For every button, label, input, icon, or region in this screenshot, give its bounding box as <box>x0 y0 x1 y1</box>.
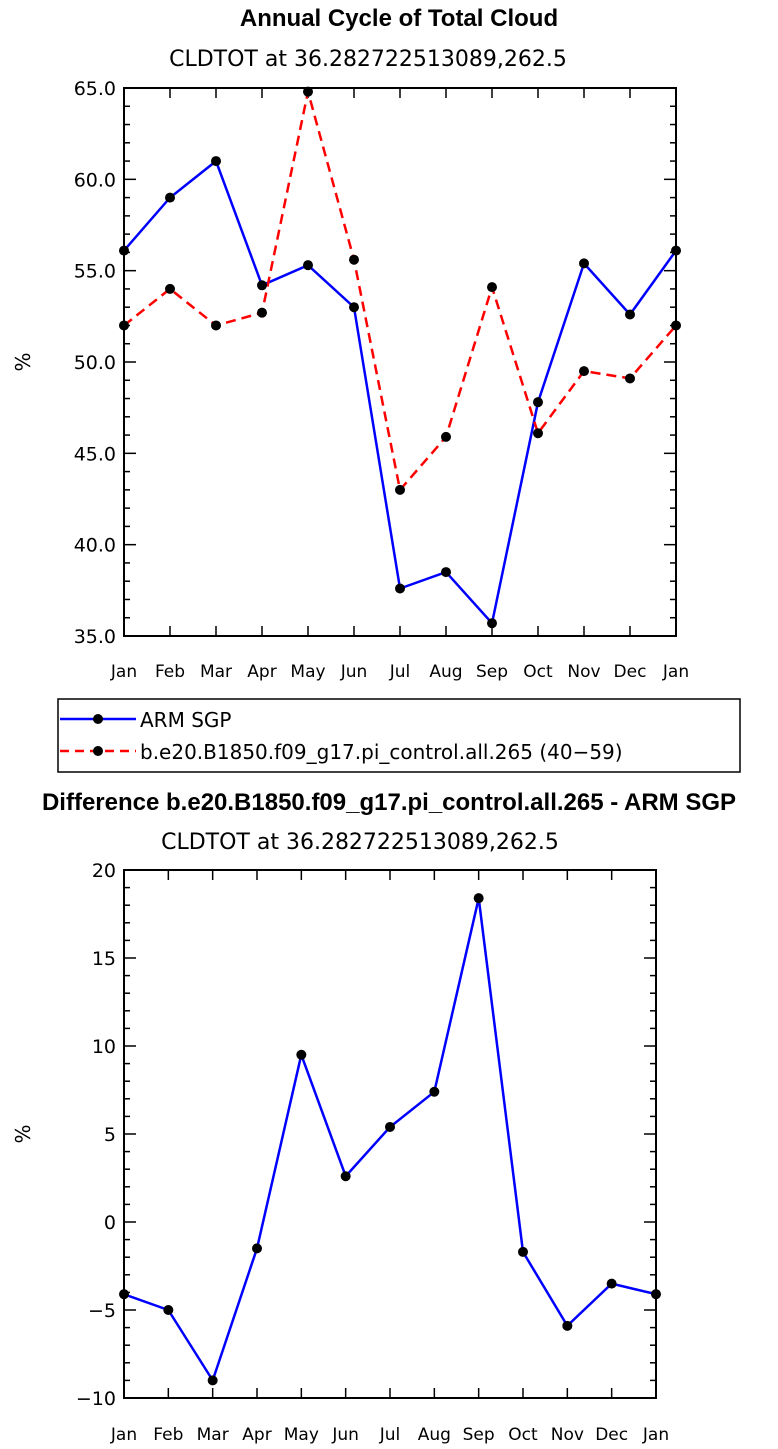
chart1-series-1-point <box>349 254 359 265</box>
chart1-y-tick-label: 40.0 <box>74 535 116 557</box>
chart2-series-0-point <box>296 1049 307 1060</box>
chart1-series-0-point <box>533 397 543 408</box>
chart1-series-1-point <box>441 431 451 442</box>
chart2-series-0-point <box>606 1278 617 1289</box>
chart1-x-tick-label: Jan <box>662 662 689 682</box>
chart1-x-tick-label: Jan <box>110 662 137 682</box>
chart1-subtitle: CLDTOT at 36.282722513089,262.5 <box>169 47 567 72</box>
chart1-series-0-point <box>579 258 589 269</box>
chart1-x-tick-label: Feb <box>155 662 185 682</box>
chart2-series-0-point <box>163 1305 174 1315</box>
chart1-series-1-point <box>487 282 497 293</box>
chart2-series-0-point <box>562 1320 573 1331</box>
chart2-series-line-0 <box>123 897 657 1384</box>
chart1-y-tick-label: 35.0 <box>74 626 116 648</box>
chart2-series-0-point <box>429 1086 440 1097</box>
chart1-series-0-point <box>625 309 635 320</box>
chart1-series-0-point <box>349 302 359 313</box>
chart2-series-0-point <box>385 1121 395 1132</box>
chart1-series-line-1 <box>123 91 677 493</box>
chart1-series-0-point <box>211 156 221 167</box>
chart2-y-tick-label: −5 <box>88 1300 116 1322</box>
chart2-x-tick-label: Jun <box>331 1425 359 1445</box>
chart2-x-tick-label: May <box>284 1425 319 1445</box>
chart1-y-axis-label: % <box>11 352 35 371</box>
chart1-x-tick-label: Dec <box>614 662 647 682</box>
chart1-series-1-point <box>579 366 589 377</box>
chart1-series-0-point <box>395 583 405 594</box>
chart1-series-0-point <box>441 567 451 578</box>
chart1-series-line-0 <box>123 159 678 626</box>
chart2-y-tick-label: 15 <box>92 948 116 970</box>
chart2-title: Difference b.e20.B1850.f09_g17.pi_contro… <box>42 789 736 816</box>
chart2-y-tick-label: 0 <box>104 1212 116 1234</box>
legend-label-model: b.e20.B1850.f09_g17.pi_control.all.265 (… <box>140 740 623 764</box>
chart2-y-tick-label: 5 <box>104 1124 116 1146</box>
chart1-x-tick-label: Sep <box>476 662 508 682</box>
chart1-y-tick-label: 60.0 <box>74 169 116 191</box>
chart1-series-0-point <box>165 192 175 203</box>
chart1-title: Annual Cycle of Total Cloud <box>240 5 558 32</box>
chart2-x-tick-label: Mar <box>197 1425 229 1445</box>
chart2-x-tick-label: Nov <box>551 1425 584 1445</box>
chart2-y-axis-label: % <box>11 1124 35 1143</box>
chart1-series-1-point <box>211 320 221 331</box>
chart2-x-tick-label: Apr <box>242 1425 271 1445</box>
chart2-y-tick-label: −10 <box>76 1388 116 1410</box>
chart1-x-tick-label: Nov <box>567 662 600 682</box>
chart2-x-tick-label: Dec <box>595 1425 628 1445</box>
chart1-y-tick-label: 45.0 <box>74 443 116 465</box>
chart2-subtitle: CLDTOT at 36.282722513089,262.5 <box>161 830 559 855</box>
chart2-series-0-point <box>340 1171 351 1182</box>
chart2-x-tick-label: Feb <box>153 1425 183 1445</box>
chart1-y-tick-label: 55.0 <box>74 261 116 283</box>
chart2-x-tick-label: Jan <box>110 1425 137 1445</box>
chart2-series-0-point <box>252 1243 262 1254</box>
chart1-x-tick-label: May <box>290 662 325 682</box>
chart1-series-0-point <box>487 618 497 629</box>
annual-cycle-chart: Annual Cycle of Total Cloud CLDTOT at 36… <box>11 5 689 682</box>
chart1-x-tick-label: Aug <box>429 662 462 682</box>
legend-label-arm-sgp: ARM SGP <box>140 708 231 732</box>
chart1-x-tick-label: Jun <box>340 662 368 682</box>
chart2-series-0-point <box>518 1246 528 1257</box>
legend-marker-model <box>93 746 103 756</box>
chart1-series-1-point <box>625 373 635 384</box>
chart2-x-tick-label: Jan <box>642 1425 669 1445</box>
chart1-series-1-point <box>533 428 543 439</box>
chart1-x-tick-label: Oct <box>523 662 553 682</box>
chart2-x-tick-label: Aug <box>418 1425 451 1445</box>
chart1-plot-frame <box>123 87 677 637</box>
chart1-series-1-point <box>395 484 405 495</box>
chart2-plot-frame <box>123 869 657 1399</box>
chart1-series-1-point <box>257 307 267 318</box>
chart1-series-0-point <box>257 280 267 291</box>
chart2-y-tick-label: 20 <box>92 860 116 882</box>
chart2-series-0-point <box>473 893 484 904</box>
chart1-y-tick-label: 65.0 <box>74 78 116 100</box>
chart1-y-tick-label: 50.0 <box>74 352 116 374</box>
chart2-x-tick-label: Jul <box>379 1425 401 1445</box>
chart2-x-tick-label: Sep <box>463 1425 495 1445</box>
chart1-legend: ARM SGP b.e20.B1850.f09_g17.pi_control.a… <box>57 698 741 773</box>
difference-chart: Difference b.e20.B1850.f09_g17.pi_contro… <box>11 789 736 1445</box>
chart1-x-tick-label: Mar <box>200 662 232 682</box>
chart2-series-0-point <box>207 1375 218 1386</box>
chart1-series-0-point <box>303 260 313 271</box>
chart1-x-tick-label: Jul <box>389 662 411 682</box>
chart1-series-1-point <box>165 283 175 294</box>
legend-box <box>57 698 741 773</box>
chart2-x-tick-label: Oct <box>508 1425 538 1445</box>
legend-marker-arm-sgp <box>93 714 103 724</box>
chart1-x-tick-label: Apr <box>247 662 276 682</box>
chart2-y-tick-label: 10 <box>92 1036 116 1058</box>
chart1-series-1-point <box>303 86 313 97</box>
